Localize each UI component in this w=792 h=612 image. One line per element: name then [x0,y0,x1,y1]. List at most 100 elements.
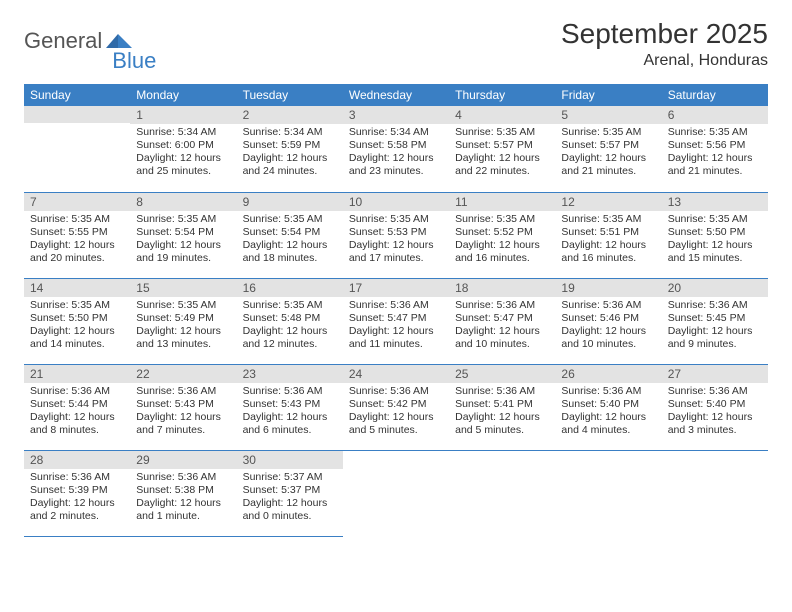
calendar-day-cell: 24Sunrise: 5:36 AMSunset: 5:42 PMDayligh… [343,364,449,450]
day-body: Sunrise: 5:36 AMSunset: 5:42 PMDaylight:… [343,383,449,442]
sunrise-text: Sunrise: 5:35 AM [30,299,124,312]
sunset-text: Sunset: 5:47 PM [455,312,549,325]
daylight-text: Daylight: 12 hours and 24 minutes. [243,152,337,178]
page-header: General Blue September 2025 Arenal, Hond… [24,18,768,70]
sunrise-text: Sunrise: 5:35 AM [349,213,443,226]
sunset-text: Sunset: 5:40 PM [561,398,655,411]
daylight-text: Daylight: 12 hours and 15 minutes. [668,239,762,265]
day-number: 23 [237,365,343,383]
calendar-week-row: 28Sunrise: 5:36 AMSunset: 5:39 PMDayligh… [24,450,768,536]
calendar-day-cell: 16Sunrise: 5:35 AMSunset: 5:48 PMDayligh… [237,278,343,364]
calendar-day-cell [662,450,768,536]
calendar-day-cell: 5Sunrise: 5:35 AMSunset: 5:57 PMDaylight… [555,106,661,192]
sunrise-text: Sunrise: 5:35 AM [455,126,549,139]
logo-text-general: General [24,28,102,54]
day-number [555,451,661,468]
sunrise-text: Sunrise: 5:35 AM [136,213,230,226]
sunset-text: Sunset: 5:57 PM [561,139,655,152]
sunrise-text: Sunrise: 5:37 AM [243,471,337,484]
calendar-day-cell: 2Sunrise: 5:34 AMSunset: 5:59 PMDaylight… [237,106,343,192]
daylight-text: Daylight: 12 hours and 4 minutes. [561,411,655,437]
day-body: Sunrise: 5:35 AMSunset: 5:52 PMDaylight:… [449,211,555,270]
day-number: 13 [662,193,768,211]
calendar-day-cell: 25Sunrise: 5:36 AMSunset: 5:41 PMDayligh… [449,364,555,450]
day-body: Sunrise: 5:36 AMSunset: 5:43 PMDaylight:… [130,383,236,442]
calendar-day-cell: 23Sunrise: 5:36 AMSunset: 5:43 PMDayligh… [237,364,343,450]
daylight-text: Daylight: 12 hours and 5 minutes. [349,411,443,437]
calendar-day-cell: 30Sunrise: 5:37 AMSunset: 5:37 PMDayligh… [237,450,343,536]
day-number: 4 [449,106,555,124]
day-header: Tuesday [237,84,343,106]
sunset-text: Sunset: 5:42 PM [349,398,443,411]
day-number: 2 [237,106,343,124]
daylight-text: Daylight: 12 hours and 14 minutes. [30,325,124,351]
day-body: Sunrise: 5:35 AMSunset: 5:50 PMDaylight:… [662,211,768,270]
daylight-text: Daylight: 12 hours and 8 minutes. [30,411,124,437]
day-body: Sunrise: 5:36 AMSunset: 5:40 PMDaylight:… [662,383,768,442]
day-number: 8 [130,193,236,211]
sunset-text: Sunset: 5:53 PM [349,226,443,239]
daylight-text: Daylight: 12 hours and 6 minutes. [243,411,337,437]
calendar-day-cell: 11Sunrise: 5:35 AMSunset: 5:52 PMDayligh… [449,192,555,278]
daylight-text: Daylight: 12 hours and 7 minutes. [136,411,230,437]
sunset-text: Sunset: 5:41 PM [455,398,549,411]
month-title: September 2025 [561,18,768,50]
day-body: Sunrise: 5:34 AMSunset: 5:59 PMDaylight:… [237,124,343,183]
sunrise-text: Sunrise: 5:36 AM [136,385,230,398]
sunset-text: Sunset: 5:51 PM [561,226,655,239]
sunrise-text: Sunrise: 5:36 AM [349,299,443,312]
day-body: Sunrise: 5:36 AMSunset: 5:45 PMDaylight:… [662,297,768,356]
daylight-text: Daylight: 12 hours and 17 minutes. [349,239,443,265]
calendar-day-cell: 26Sunrise: 5:36 AMSunset: 5:40 PMDayligh… [555,364,661,450]
calendar-day-cell: 12Sunrise: 5:35 AMSunset: 5:51 PMDayligh… [555,192,661,278]
day-number [343,451,449,468]
sunrise-text: Sunrise: 5:35 AM [243,299,337,312]
day-header: Saturday [662,84,768,106]
day-body: Sunrise: 5:35 AMSunset: 5:48 PMDaylight:… [237,297,343,356]
sunrise-text: Sunrise: 5:35 AM [668,126,762,139]
day-body: Sunrise: 5:35 AMSunset: 5:49 PMDaylight:… [130,297,236,356]
day-number: 18 [449,279,555,297]
calendar-day-cell: 7Sunrise: 5:35 AMSunset: 5:55 PMDaylight… [24,192,130,278]
logo: General Blue [24,18,156,64]
day-body: Sunrise: 5:35 AMSunset: 5:51 PMDaylight:… [555,211,661,270]
calendar-day-cell [24,106,130,192]
day-body: Sunrise: 5:36 AMSunset: 5:43 PMDaylight:… [237,383,343,442]
day-body: Sunrise: 5:36 AMSunset: 5:40 PMDaylight:… [555,383,661,442]
sunrise-text: Sunrise: 5:36 AM [668,385,762,398]
calendar-day-cell: 8Sunrise: 5:35 AMSunset: 5:54 PMDaylight… [130,192,236,278]
calendar-table: Sunday Monday Tuesday Wednesday Thursday… [24,84,768,537]
sunrise-text: Sunrise: 5:36 AM [455,299,549,312]
sunset-text: Sunset: 5:58 PM [349,139,443,152]
calendar-day-cell: 9Sunrise: 5:35 AMSunset: 5:54 PMDaylight… [237,192,343,278]
daylight-text: Daylight: 12 hours and 21 minutes. [668,152,762,178]
daylight-text: Daylight: 12 hours and 5 minutes. [455,411,549,437]
day-number [24,106,130,123]
calendar-week-row: 21Sunrise: 5:36 AMSunset: 5:44 PMDayligh… [24,364,768,450]
daylight-text: Daylight: 12 hours and 12 minutes. [243,325,337,351]
day-body: Sunrise: 5:34 AMSunset: 6:00 PMDaylight:… [130,124,236,183]
day-number: 20 [662,279,768,297]
sunrise-text: Sunrise: 5:35 AM [136,299,230,312]
sunrise-text: Sunrise: 5:36 AM [668,299,762,312]
calendar-day-cell: 21Sunrise: 5:36 AMSunset: 5:44 PMDayligh… [24,364,130,450]
sunset-text: Sunset: 5:37 PM [243,484,337,497]
day-body: Sunrise: 5:35 AMSunset: 5:57 PMDaylight:… [449,124,555,183]
day-body: Sunrise: 5:36 AMSunset: 5:39 PMDaylight:… [24,469,130,528]
day-number: 27 [662,365,768,383]
daylight-text: Daylight: 12 hours and 25 minutes. [136,152,230,178]
day-body: Sunrise: 5:36 AMSunset: 5:41 PMDaylight:… [449,383,555,442]
daylight-text: Daylight: 12 hours and 18 minutes. [243,239,337,265]
sunrise-text: Sunrise: 5:36 AM [136,471,230,484]
day-number: 7 [24,193,130,211]
day-header: Friday [555,84,661,106]
day-number: 6 [662,106,768,124]
day-number: 30 [237,451,343,469]
day-number: 10 [343,193,449,211]
day-number: 26 [555,365,661,383]
sunrise-text: Sunrise: 5:35 AM [243,213,337,226]
daylight-text: Daylight: 12 hours and 13 minutes. [136,325,230,351]
sunset-text: Sunset: 5:52 PM [455,226,549,239]
sunset-text: Sunset: 5:44 PM [30,398,124,411]
logo-text-blue: Blue [112,48,156,74]
